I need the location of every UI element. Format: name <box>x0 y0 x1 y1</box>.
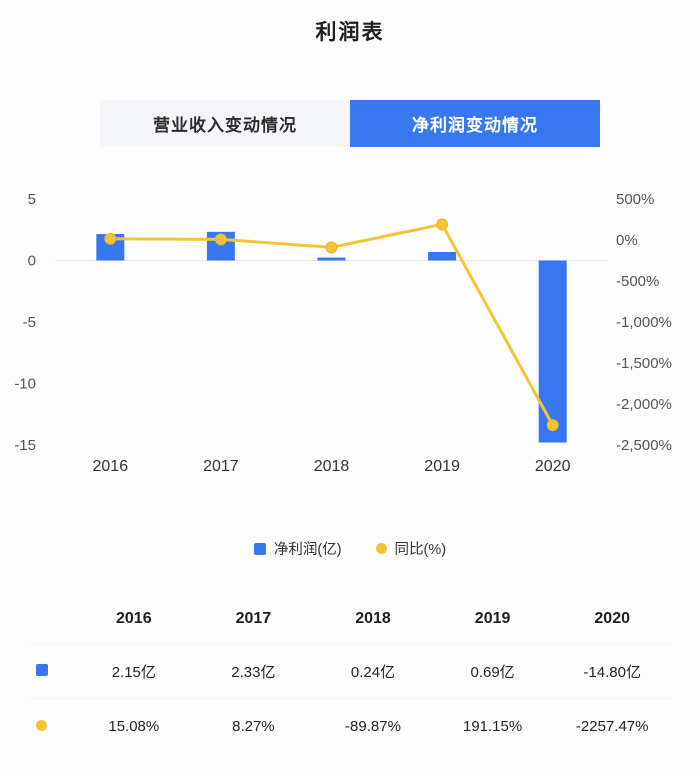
yellow-circle-icon <box>375 543 387 554</box>
row-marker-cell <box>28 718 74 735</box>
chart-legend: 净利润(亿) 同比(%) <box>0 538 700 559</box>
yoy-value: -89.87% <box>345 717 401 735</box>
yoy-line-point[interactable] <box>104 232 117 245</box>
data-table: 2016 2017 2018 2019 2020 2.15亿 2.33亿 0.2… <box>28 595 672 753</box>
year-header: 2017 <box>235 610 272 627</box>
x-axis-label: 2018 <box>314 458 350 475</box>
x-axis-label: 2020 <box>535 458 571 475</box>
net-profit-value: 0.69亿 <box>470 663 515 681</box>
left-axis-tick: -10 <box>14 376 36 393</box>
net-profit-value: -14.80亿 <box>583 663 641 681</box>
legend-item-yoy[interactable]: 同比(%) <box>375 538 447 559</box>
yoy-value: 15.08% <box>108 717 160 735</box>
table-row-net-profit: 2.15亿 2.33亿 0.24亿 0.69亿 -14.80亿 <box>28 643 672 698</box>
net-profit-value: 2.15亿 <box>111 663 156 681</box>
left-axis-tick: -5 <box>23 314 36 331</box>
left-axis-tick: 0 <box>28 253 36 270</box>
net-profit-bar[interactable] <box>428 252 457 261</box>
net-profit-value: 2.33亿 <box>231 663 276 681</box>
right-axis-tick: 0% <box>616 232 638 249</box>
page-title: 利润表 <box>315 21 385 44</box>
year-header: 2018 <box>355 610 391 627</box>
table-header-row: 2016 2017 2018 2019 2020 <box>28 595 672 643</box>
legend-label-yoy: 同比(%) <box>394 542 447 558</box>
yoy-line-point[interactable] <box>325 241 338 254</box>
yellow-circle-icon <box>36 719 47 731</box>
net-profit-value: 0.24亿 <box>350 663 396 681</box>
x-axis-label: 2019 <box>424 458 460 475</box>
right-axis-tick: -1,000% <box>616 314 672 331</box>
left-axis-tick: -15 <box>14 437 36 454</box>
left-axis-tick: 5 <box>28 191 36 208</box>
tab-net-profit-change[interactable]: 净利润变动情况 <box>350 100 600 147</box>
right-axis-tick: -1,500% <box>616 355 672 372</box>
right-axis-tick: 500% <box>616 191 654 208</box>
yoy-value: 191.15% <box>462 717 523 735</box>
right-axis-tick: -2,000% <box>616 396 672 413</box>
legend-label-net-profit: 净利润(亿) <box>273 542 342 558</box>
tab-revenue-change[interactable]: 营业收入变动情况 <box>100 100 350 147</box>
yoy-line-point[interactable] <box>436 218 449 231</box>
tab-bar: 营业收入变动情况 净利润变动情况 <box>100 100 600 147</box>
x-axis-label: 2016 <box>93 458 129 475</box>
yoy-line <box>108 222 555 427</box>
legend-item-net-profit[interactable]: 净利润(亿) <box>253 538 342 559</box>
net-profit-bar[interactable] <box>538 260 567 443</box>
yoy-line-point[interactable] <box>546 419 559 432</box>
yoy-value: -2257.47% <box>575 717 649 735</box>
row-marker-cell <box>28 663 74 680</box>
net-profit-bar[interactable] <box>317 257 346 261</box>
yoy-value: 8.27% <box>232 717 275 735</box>
year-header: 2019 <box>474 610 511 627</box>
right-axis-tick: -500% <box>616 273 659 290</box>
yoy-line-point[interactable] <box>214 233 227 246</box>
x-axis-label: 2017 <box>203 458 239 475</box>
net-profit-combo-chart: 5 0 -5 -10 -15 500% 0% -500% -1,000% -1,500% -2,00… <box>14 191 672 475</box>
table-row-yoy: 15.08% 8.27% -89.87% 191.15% -2257.47% <box>28 698 672 753</box>
blue-square-icon <box>253 542 266 555</box>
year-header: 2016 <box>116 610 152 627</box>
blue-square-icon <box>36 663 48 676</box>
year-header: 2020 <box>594 610 630 627</box>
right-axis-tick: -2,500% <box>616 437 672 454</box>
